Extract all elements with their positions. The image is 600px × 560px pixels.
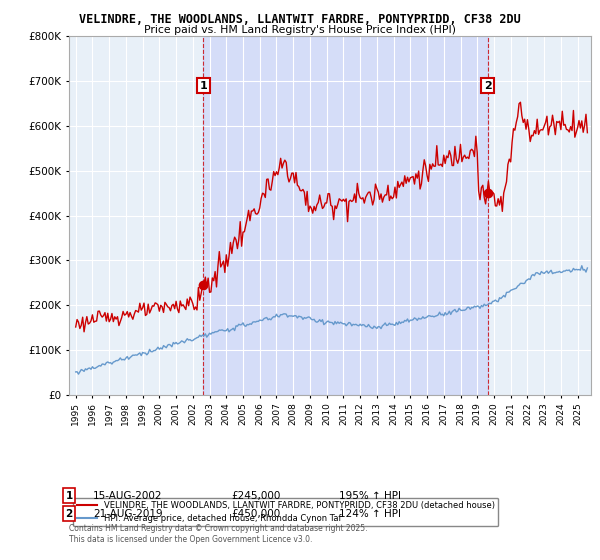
Text: 1: 1 <box>199 81 207 91</box>
Text: £450,000: £450,000 <box>231 508 280 519</box>
Text: Contains HM Land Registry data © Crown copyright and database right 2025.
This d: Contains HM Land Registry data © Crown c… <box>69 524 367 544</box>
Text: 15-AUG-2002: 15-AUG-2002 <box>93 491 163 501</box>
Text: VELINDRE, THE WOODLANDS, LLANTWIT FARDRE, PONTYPRIDD, CF38 2DU: VELINDRE, THE WOODLANDS, LLANTWIT FARDRE… <box>79 13 521 26</box>
Text: Price paid vs. HM Land Registry's House Price Index (HPI): Price paid vs. HM Land Registry's House … <box>144 25 456 35</box>
Legend: VELINDRE, THE WOODLANDS, LLANTWIT FARDRE, PONTYPRIDD, CF38 2DU (detached house),: VELINDRE, THE WOODLANDS, LLANTWIT FARDRE… <box>73 497 499 526</box>
Bar <box>203 36 488 395</box>
Text: 2: 2 <box>484 81 491 91</box>
Text: 124% ↑ HPI: 124% ↑ HPI <box>339 508 401 519</box>
Text: 2: 2 <box>65 508 73 519</box>
Text: £245,000: £245,000 <box>231 491 280 501</box>
Text: 195% ↑ HPI: 195% ↑ HPI <box>339 491 401 501</box>
Text: 1: 1 <box>65 491 73 501</box>
Text: 21-AUG-2019: 21-AUG-2019 <box>93 508 163 519</box>
